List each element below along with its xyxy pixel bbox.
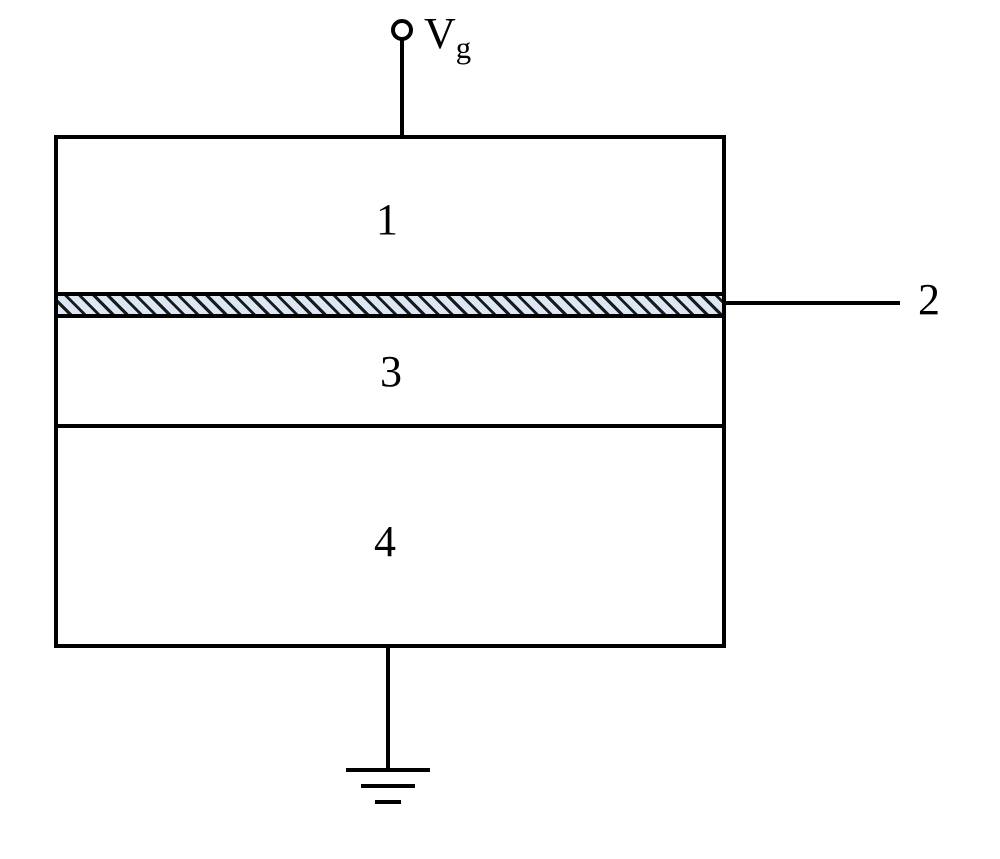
vg-sub: g: [456, 31, 471, 65]
top-terminal-circle-icon: [391, 19, 413, 41]
ground-bar-1-icon: [346, 768, 430, 772]
bottom-ground-wire: [386, 648, 390, 768]
layer-4-label: 4: [374, 516, 396, 567]
diagram-stage: 1 3 4 Vg 2: [0, 0, 1000, 859]
ground-bar-2-icon: [361, 784, 415, 788]
layer-1: 1: [54, 135, 726, 292]
layer-3: 3: [54, 318, 726, 424]
layer-2-hatched: [54, 292, 726, 318]
leader-line-2: [726, 301, 900, 305]
top-terminal-wire: [400, 36, 404, 135]
callout-2-label: 2: [918, 274, 940, 325]
layer-1-label: 1: [376, 194, 398, 245]
ground-bar-3-icon: [375, 800, 401, 804]
layer-3-label: 3: [380, 346, 402, 397]
vg-v: V: [424, 9, 456, 58]
layer-4: 4: [54, 424, 726, 648]
vg-label: Vg: [424, 8, 471, 66]
